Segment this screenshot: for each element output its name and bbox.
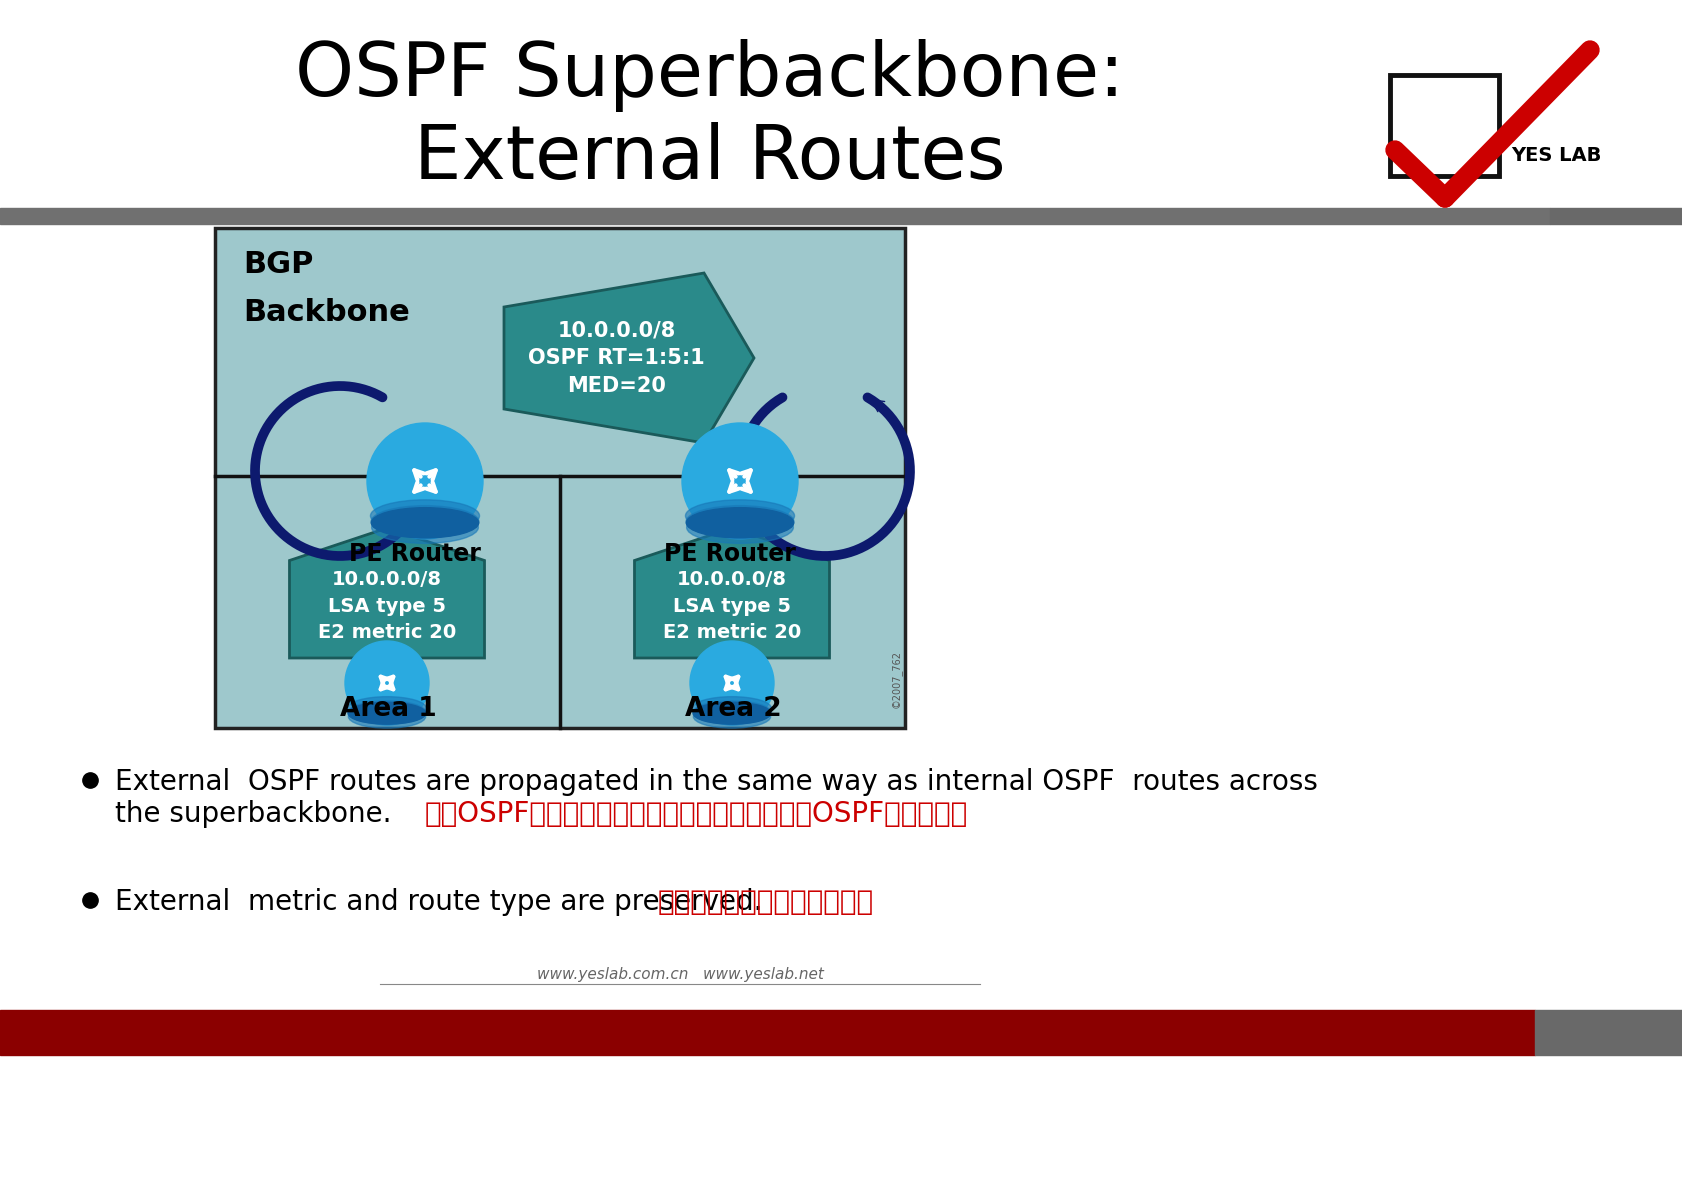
Ellipse shape: [693, 702, 770, 725]
Ellipse shape: [348, 704, 426, 728]
Text: BGP: BGP: [242, 250, 313, 278]
Ellipse shape: [693, 701, 770, 724]
Ellipse shape: [348, 701, 426, 724]
Circle shape: [681, 422, 797, 539]
Ellipse shape: [348, 702, 426, 725]
Text: 10.0.0.0/8
OSPF RT=1:5:1
MED=20: 10.0.0.0/8 OSPF RT=1:5:1 MED=20: [528, 320, 705, 396]
Circle shape: [367, 422, 483, 539]
Ellipse shape: [686, 508, 794, 538]
Polygon shape: [289, 528, 484, 658]
Bar: [215, 228, 905, 728]
Bar: [1549, 208, 1682, 224]
Text: 外部OSPF路由的传播方式与跨越超级主干的内部OSPF路由相同。: 外部OSPF路由的传播方式与跨越超级主干的内部OSPF路由相同。: [426, 800, 967, 828]
Ellipse shape: [686, 512, 792, 544]
Ellipse shape: [686, 506, 794, 538]
Ellipse shape: [693, 704, 770, 728]
Ellipse shape: [372, 512, 478, 544]
Text: ©2007_762: ©2007_762: [890, 650, 902, 708]
Circle shape: [345, 641, 429, 725]
Circle shape: [690, 641, 774, 725]
Ellipse shape: [372, 508, 478, 538]
Bar: [1534, 1010, 1682, 1056]
Text: 10.0.0.0/8
LSA type 5
E2 metric 20: 10.0.0.0/8 LSA type 5 E2 metric 20: [663, 570, 801, 641]
Text: External  OSPF routes are propagated in the same way as internal OSPF  routes ac: External OSPF routes are propagated in t…: [114, 768, 1317, 796]
Bar: [0, 208, 1549, 224]
Text: YES LAB: YES LAB: [1510, 146, 1600, 165]
Ellipse shape: [370, 506, 479, 538]
Ellipse shape: [346, 696, 426, 720]
Text: PE Router: PE Router: [664, 541, 796, 566]
Text: External  metric and route type are preserved.: External metric and route type are prese…: [114, 888, 762, 916]
Ellipse shape: [691, 696, 770, 720]
Ellipse shape: [370, 500, 479, 532]
Text: PE Router: PE Router: [348, 541, 481, 566]
Polygon shape: [634, 528, 829, 658]
Polygon shape: [503, 273, 754, 443]
Text: External Routes: External Routes: [414, 121, 1006, 194]
Bar: [0, 1010, 1534, 1056]
Text: 10.0.0.0/8
LSA type 5
E2 metric 20: 10.0.0.0/8 LSA type 5 E2 metric 20: [318, 570, 456, 641]
Text: the superbackbone.: the superbackbone.: [114, 800, 392, 828]
Text: www.yeslab.com.cn   www.yeslab.net: www.yeslab.com.cn www.yeslab.net: [537, 967, 822, 983]
Ellipse shape: [685, 500, 794, 532]
Text: OSPF Superbackbone:: OSPF Superbackbone:: [294, 38, 1124, 112]
Text: 外部度量和路由类型被保留。: 外部度量和路由类型被保留。: [658, 888, 873, 916]
Text: Area 1: Area 1: [340, 696, 437, 722]
Text: Area 2: Area 2: [685, 696, 782, 722]
Text: Backbone: Backbone: [242, 298, 409, 327]
Bar: [1389, 75, 1499, 176]
